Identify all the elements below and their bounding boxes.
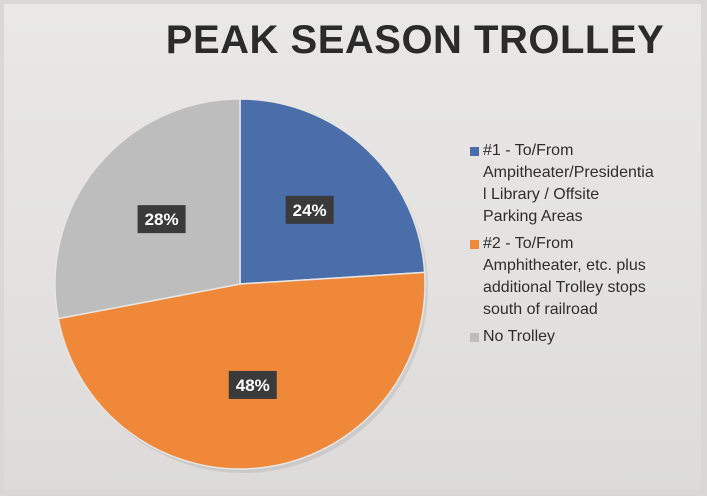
legend-swatch-2 xyxy=(470,240,479,249)
legend-item-2: #2 - To/From Amphitheater, etc. plus add… xyxy=(470,233,690,321)
data-label-text-3: 28% xyxy=(145,210,179,229)
legend-item-1: #1 - To/From Ampitheater/Presidentia l L… xyxy=(470,140,690,228)
legend-label-2: #2 - To/From Amphitheater, etc. plus add… xyxy=(483,233,690,321)
chart-legend: #1 - To/From Ampitheater/Presidentia l L… xyxy=(470,140,690,353)
data-label-1: 24% xyxy=(286,196,334,224)
legend-swatch-3 xyxy=(470,333,479,342)
data-label-text-2: 48% xyxy=(236,376,270,395)
legend-swatch-1 xyxy=(470,147,479,156)
legend-label-3: No Trolley xyxy=(483,326,690,348)
data-label-3: 28% xyxy=(138,205,186,233)
pie-slice-1 xyxy=(240,99,425,284)
legend-label-1: #1 - To/From Ampitheater/Presidentia l L… xyxy=(483,140,690,228)
data-label-text-1: 24% xyxy=(293,201,327,220)
data-label-2: 48% xyxy=(229,371,277,399)
legend-item-3: No Trolley xyxy=(470,326,690,348)
